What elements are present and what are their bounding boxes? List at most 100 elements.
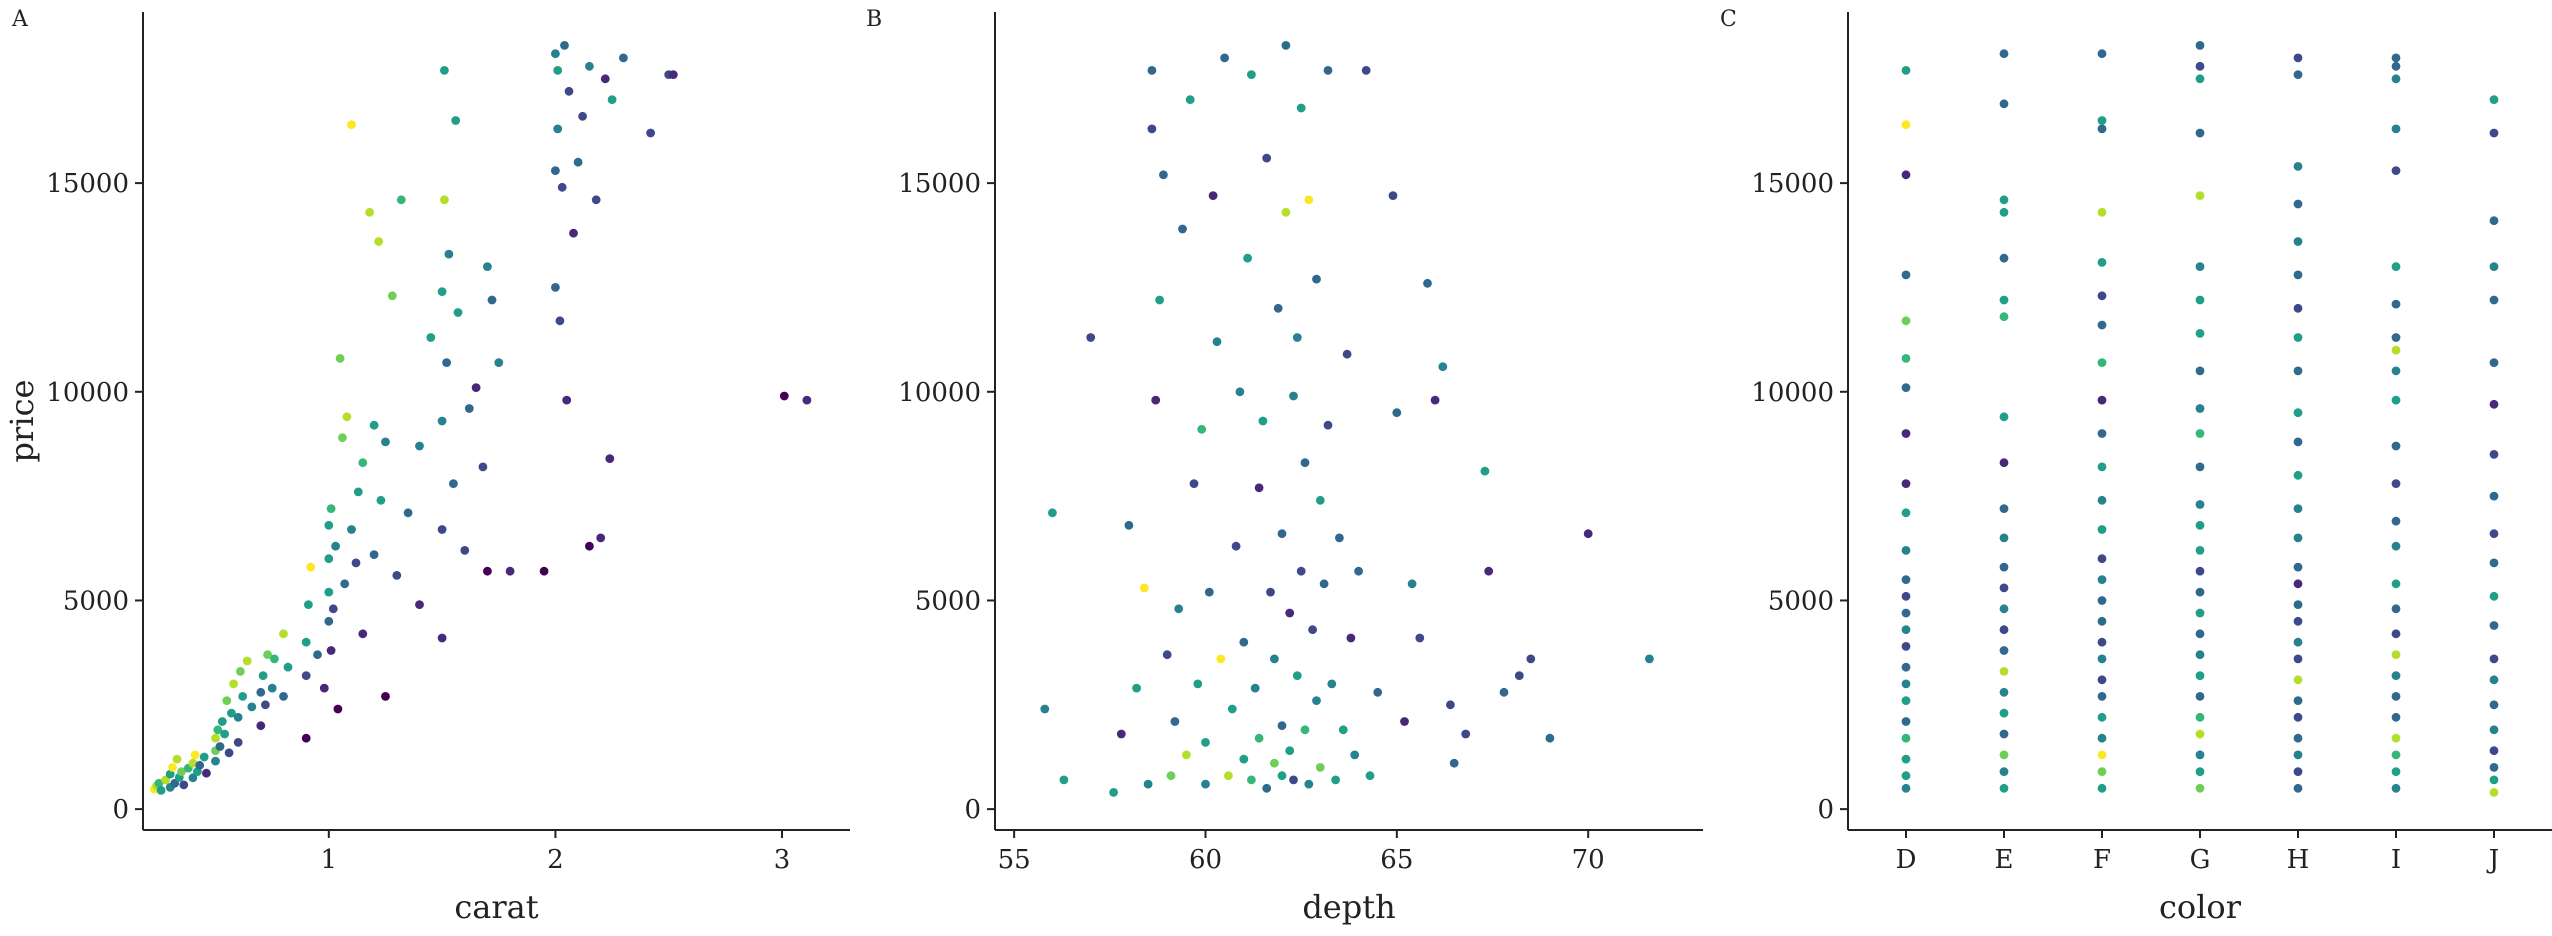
data-point	[2097, 783, 2107, 793]
x-tick-label: G	[2190, 845, 2211, 875]
x-tick-label: 60	[1189, 845, 1222, 875]
data-point	[2391, 166, 2401, 176]
data-point	[2293, 303, 2303, 313]
data-point	[585, 61, 594, 71]
data-point	[222, 696, 232, 705]
data-point	[1999, 583, 2009, 593]
data-point	[229, 679, 239, 689]
data-point	[1400, 717, 1409, 726]
data-point	[369, 420, 379, 430]
data-point	[2293, 504, 2303, 513]
y-tick-label: 0	[1817, 795, 1834, 825]
data-point	[1999, 49, 2009, 59]
data-point	[1423, 278, 1432, 288]
data-point	[2293, 70, 2303, 79]
data-point	[333, 704, 343, 714]
data-point	[1292, 333, 1302, 342]
data-point	[415, 600, 424, 609]
data-point	[1285, 608, 1295, 618]
x-tick-label: D	[1896, 845, 1917, 875]
data-point	[1197, 424, 1207, 434]
data-point	[2293, 470, 2303, 480]
data-point	[1289, 775, 1298, 785]
data-point	[1484, 566, 1494, 576]
data-point	[471, 383, 481, 392]
data-point	[220, 729, 230, 739]
data-point	[199, 752, 209, 762]
data-point	[2097, 429, 2107, 438]
data-point	[1289, 391, 1298, 401]
data-point	[319, 683, 329, 693]
data-point	[779, 391, 789, 401]
data-point	[440, 66, 449, 75]
data-point	[1277, 771, 1287, 781]
data-point	[1327, 679, 1337, 689]
data-point	[2293, 579, 2303, 589]
y-tick-label: 5000	[63, 586, 129, 616]
data-point	[2195, 404, 2205, 413]
data-point	[2489, 675, 2499, 685]
data-point	[1040, 704, 1050, 714]
x-tick-label: 70	[1572, 845, 1605, 875]
data-point	[2489, 95, 2499, 104]
data-point	[1365, 771, 1375, 781]
data-point	[1407, 579, 1417, 589]
data-point	[2293, 637, 2303, 647]
data-point	[551, 166, 560, 176]
data-point	[306, 562, 316, 572]
data-point	[2097, 124, 2107, 134]
data-point	[2489, 700, 2499, 710]
data-point	[1162, 650, 1172, 660]
data-point	[1304, 779, 1314, 789]
data-point	[569, 228, 578, 238]
data-point	[1446, 700, 1455, 710]
y-tick-label: 10000	[898, 378, 981, 408]
data-point	[2489, 491, 2499, 501]
data-point	[172, 754, 182, 764]
data-point	[2293, 437, 2303, 447]
data-point	[1189, 479, 1199, 488]
data-point	[553, 66, 563, 75]
x-axis-title: depth	[1302, 888, 1395, 926]
y-tick-label: 5000	[1768, 586, 1834, 616]
data-point	[1116, 729, 1126, 739]
data-point	[1201, 738, 1210, 747]
data-point	[564, 86, 574, 96]
data-point	[2195, 520, 2205, 530]
data-point	[2195, 74, 2205, 84]
data-point	[1270, 758, 1279, 768]
data-point	[392, 571, 402, 580]
data-point	[460, 546, 470, 555]
data-point	[437, 416, 447, 426]
data-point	[585, 541, 594, 551]
data-point	[242, 656, 252, 666]
data-point	[351, 558, 361, 568]
data-point	[258, 671, 268, 680]
data-point	[2293, 616, 2303, 626]
data-point	[381, 437, 390, 447]
data-point	[2293, 600, 2303, 609]
data-point	[442, 358, 451, 367]
data-point	[2391, 74, 2401, 84]
data-point	[1901, 354, 1911, 363]
data-point	[1151, 395, 1161, 405]
data-point	[1901, 546, 1911, 555]
data-point	[1901, 608, 1911, 618]
data-point	[2489, 654, 2499, 664]
data-point	[2391, 299, 2401, 309]
data-point	[437, 525, 447, 534]
data-point	[2097, 596, 2107, 605]
data-point	[2097, 575, 2107, 584]
data-point	[1170, 717, 1180, 726]
data-point	[256, 687, 266, 697]
data-point	[168, 763, 177, 772]
data-point	[2489, 763, 2499, 772]
data-point	[1266, 587, 1275, 597]
data-point	[2391, 692, 2401, 701]
data-point	[1124, 520, 1134, 530]
data-point	[2489, 746, 2499, 756]
data-point	[1331, 775, 1340, 785]
data-point	[1296, 566, 1306, 576]
data-point	[2391, 541, 2401, 551]
data-point	[2097, 116, 2107, 125]
